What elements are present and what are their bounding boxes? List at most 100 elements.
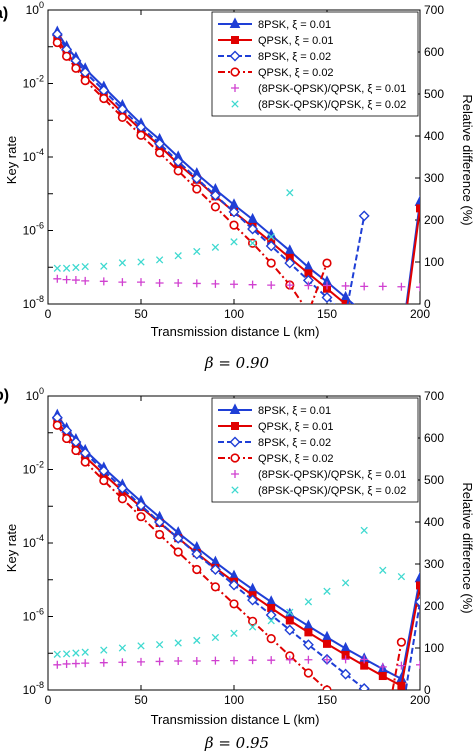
data-point [61, 433, 72, 444]
legend-entry: 8PSK, ξ = 0.01 [218, 403, 331, 417]
data-point [155, 256, 164, 264]
data-point [193, 247, 201, 256]
data-point [379, 740, 387, 748]
data-point [209, 564, 221, 575]
data-point [192, 279, 201, 288]
y-axis-title-left: Key rate [4, 136, 19, 184]
data-point [52, 420, 62, 430]
data-point [379, 331, 386, 338]
legend-marker [231, 84, 239, 92]
data-point [247, 594, 259, 606]
y-tick-label-right: 100 [424, 641, 444, 655]
series-x [53, 189, 294, 272]
data-point [62, 264, 71, 272]
data-point [230, 238, 238, 246]
data-point [230, 280, 238, 289]
y-tick-label-right: 600 [424, 45, 444, 59]
data-point [53, 274, 62, 283]
data-point [117, 112, 127, 122]
y-tick-label-right: 400 [424, 515, 444, 529]
data-point [173, 547, 183, 557]
data-point [229, 220, 239, 230]
legend-entry: QPSK, ξ = 0.01 [218, 35, 334, 47]
series-plus [53, 655, 420, 671]
legend-marker [229, 17, 241, 28]
panel-label: a) [0, 5, 8, 22]
x-tick-label: 0 [45, 307, 52, 321]
data-point [100, 262, 108, 270]
x-tick-label: 150 [317, 693, 337, 707]
data-point [155, 640, 164, 649]
legend-marker [231, 36, 239, 44]
data-point [248, 616, 258, 626]
y-axis-title-right: Relative difference (%) [460, 94, 474, 225]
data-point [193, 636, 201, 645]
y-axis-title-left: Key rate [4, 524, 19, 572]
data-point [174, 657, 183, 666]
data-point [416, 660, 420, 669]
y-tick-label-left: 10-6 [23, 221, 44, 238]
y-tick-label-right: 600 [424, 431, 444, 445]
data-point [98, 465, 110, 477]
y-tick-label-right: 400 [424, 129, 444, 143]
data-point [304, 281, 313, 290]
legend-marker [231, 486, 239, 494]
y-tick-label-left: 10-8 [23, 680, 44, 697]
data-point [154, 516, 166, 528]
data-point [155, 148, 165, 158]
data-point [266, 258, 276, 268]
data-point [360, 526, 368, 535]
data-point [71, 276, 80, 285]
data-point [323, 281, 331, 290]
legend-label: 8PSK, ξ = 0.01 [258, 19, 331, 31]
data-point [71, 63, 81, 73]
data-point [172, 156, 184, 168]
legend-label: (8PSK-QPSK)/QPSK, ξ = 0.01 [258, 469, 406, 481]
y-tick-label-right: 100 [424, 255, 444, 269]
data-point [397, 681, 406, 690]
data-point [99, 93, 109, 104]
legend-marker [231, 470, 239, 478]
x-tick-label: 50 [134, 693, 148, 707]
data-point [155, 657, 164, 666]
data-point [230, 656, 238, 665]
data-point [99, 475, 109, 486]
legend-marker [229, 436, 241, 448]
y-axis-title-right: Relative difference (%) [460, 482, 474, 613]
data-point [267, 617, 275, 625]
legend-marker [229, 50, 241, 62]
series-layer [51, 25, 420, 352]
legend-box [211, 11, 419, 117]
data-point [398, 345, 405, 352]
series-circle [52, 37, 332, 304]
data-point [378, 698, 387, 707]
legend-marker [229, 403, 241, 414]
x-tick-label: 200 [410, 307, 430, 321]
data-point [267, 233, 275, 241]
legend-label: 8PSK, ξ = 0.02 [258, 437, 331, 449]
legend: 8PSK, ξ = 0.01 QPSK, ξ = 0.01 8PSK, ξ = 0.… [211, 11, 419, 117]
legend-entry: (8PSK-QPSK)/QPSK, ξ = 0.02 [231, 99, 406, 111]
data-point [81, 648, 89, 656]
data-point [81, 262, 89, 271]
data-point [285, 616, 294, 625]
data-point [53, 660, 62, 669]
data-point [284, 257, 296, 269]
data-point [228, 206, 240, 218]
data-point [118, 278, 127, 287]
data-point [137, 657, 145, 666]
data-point [118, 658, 127, 667]
data-point [323, 655, 331, 664]
data-point [228, 579, 240, 591]
x-tick-label: 50 [134, 307, 148, 321]
data-point [62, 659, 71, 668]
data-point [52, 37, 62, 48]
data-point [304, 598, 313, 606]
data-point [71, 445, 81, 456]
data-point [118, 644, 127, 652]
data-point [100, 646, 108, 654]
x-tick-label: 200 [410, 693, 430, 707]
data-point [414, 195, 420, 206]
